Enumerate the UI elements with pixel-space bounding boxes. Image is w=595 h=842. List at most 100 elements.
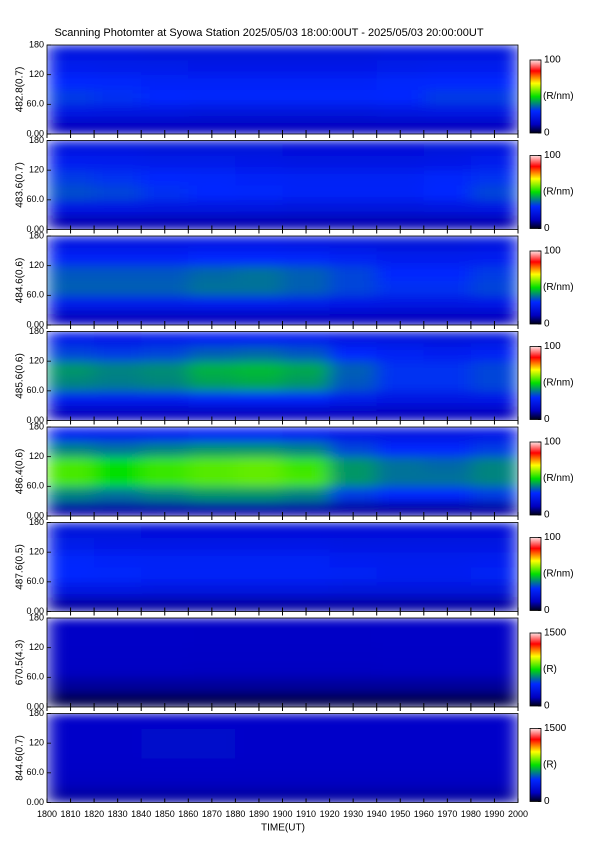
heatmap-cell [282,170,331,186]
heatmap-cell [329,618,378,634]
colorbar-label: (R/nm) [543,569,574,580]
y-tick-label: 180 [29,421,44,431]
colorbar-tick-label: 0 [544,701,550,712]
heatmap-cell [47,632,95,649]
heatmap-cell [470,89,518,105]
heatmap-cell [423,567,472,583]
heatmap-cell [282,331,331,347]
heatmap-cell [470,441,518,458]
heatmap-cell [423,185,472,201]
x-tick-label: 1840 [131,809,151,819]
heatmap-cell [141,581,189,598]
heatmap-cell [282,390,331,407]
colorbar [529,632,542,707]
heatmap-cell [470,185,518,201]
heatmap-cell [423,522,472,538]
heatmap-cell [282,155,331,171]
heatmap-cell [141,59,189,76]
heatmap-cell [329,214,378,230]
heatmap-cell [47,743,95,759]
y-axis-label: 844.6(0.7) [15,735,26,781]
heatmap-cell [94,89,142,105]
heatmap-cell [235,59,283,76]
heatmap-cell [376,537,425,553]
heatmap-cell [376,331,425,347]
colorbar-tick-label: 0 [544,414,550,425]
heatmap-cell [94,647,142,663]
heatmap-cell [470,59,518,76]
heatmap-cell [94,662,142,678]
heatmap-cell [47,552,95,568]
heatmap-cell [282,295,331,311]
heatmap-cell [470,567,518,583]
heatmap-cell [376,441,425,458]
heatmap-cell [329,59,378,76]
heatmap-cell [235,522,283,538]
y-tick-label: 0.00 [26,224,44,234]
heatmap-cell [282,59,331,76]
heatmap-cell [329,140,378,156]
x-tick-label: 1860 [178,809,198,819]
heatmap-cell [141,692,189,707]
heatmap-cell [376,596,425,612]
heatmap-cell [235,405,283,421]
panel: 0.00 60.0 120 180 482.8(0.7) 0 100 (R/nm) [15,39,574,138]
heatmap-cell [282,310,331,325]
heatmap-cell [141,647,189,663]
heatmap-cell [470,743,518,759]
heatmap-cell [329,552,378,568]
heatmap-cell [141,331,189,347]
heatmap-cell [94,310,142,325]
heatmap-cell [282,236,331,252]
heatmap-cell [423,456,472,472]
heatmap-cell [329,119,378,134]
heatmap-cell [141,104,189,120]
x-tick-label: 1920 [320,809,340,819]
heatmap-cell [282,713,331,729]
heatmap-cell [235,743,283,759]
heatmap-cell [188,501,236,516]
heatmap-cell [188,59,236,76]
y-tick-label: 60.0 [26,385,44,395]
heatmap-cell [47,772,95,789]
heatmap-cell [47,89,95,105]
heatmap-cell [376,486,425,502]
colorbar [529,155,542,229]
colorbar-label: (R) [543,760,557,771]
heatmap-cell [94,772,142,789]
heatmap-cell [470,104,518,120]
heatmap-cell [94,185,142,201]
heatmap-cell [94,214,142,230]
heatmap-cell [94,486,142,502]
y-tick-label: 120 [29,642,44,652]
heatmap-cell [329,662,378,678]
y-tick-label: 60.0 [26,99,44,109]
y-axis-label: 486.4(0.6) [15,449,26,495]
heatmap-cell [94,692,142,707]
heatmap-cell [376,250,425,267]
heatmap-cell [47,471,95,487]
heatmap-cell [282,501,331,516]
heatmap-cell [47,376,95,392]
y-axis-label: 487.6(0.5) [15,544,26,590]
heatmap [47,522,518,612]
heatmap-cell [282,743,331,759]
heatmap-cell [329,758,378,774]
heatmap-cell [423,361,472,377]
figure-title: Scanning Photomter at Syowa Station 2025… [54,27,483,39]
heatmap-cell [47,214,95,230]
heatmap-cell [141,772,189,789]
heatmap-cell [235,236,283,252]
heatmap-cell [141,310,189,325]
heatmap-cell [470,236,518,252]
heatmap-cell [47,199,95,216]
heatmap-cell [235,567,283,583]
heatmap-cell [47,713,95,729]
heatmap-cell [94,713,142,729]
heatmap-cell [329,677,378,693]
heatmap-cell [235,214,283,230]
heatmap [47,236,518,325]
heatmap-cell [470,552,518,568]
heatmap-cell [188,405,236,421]
